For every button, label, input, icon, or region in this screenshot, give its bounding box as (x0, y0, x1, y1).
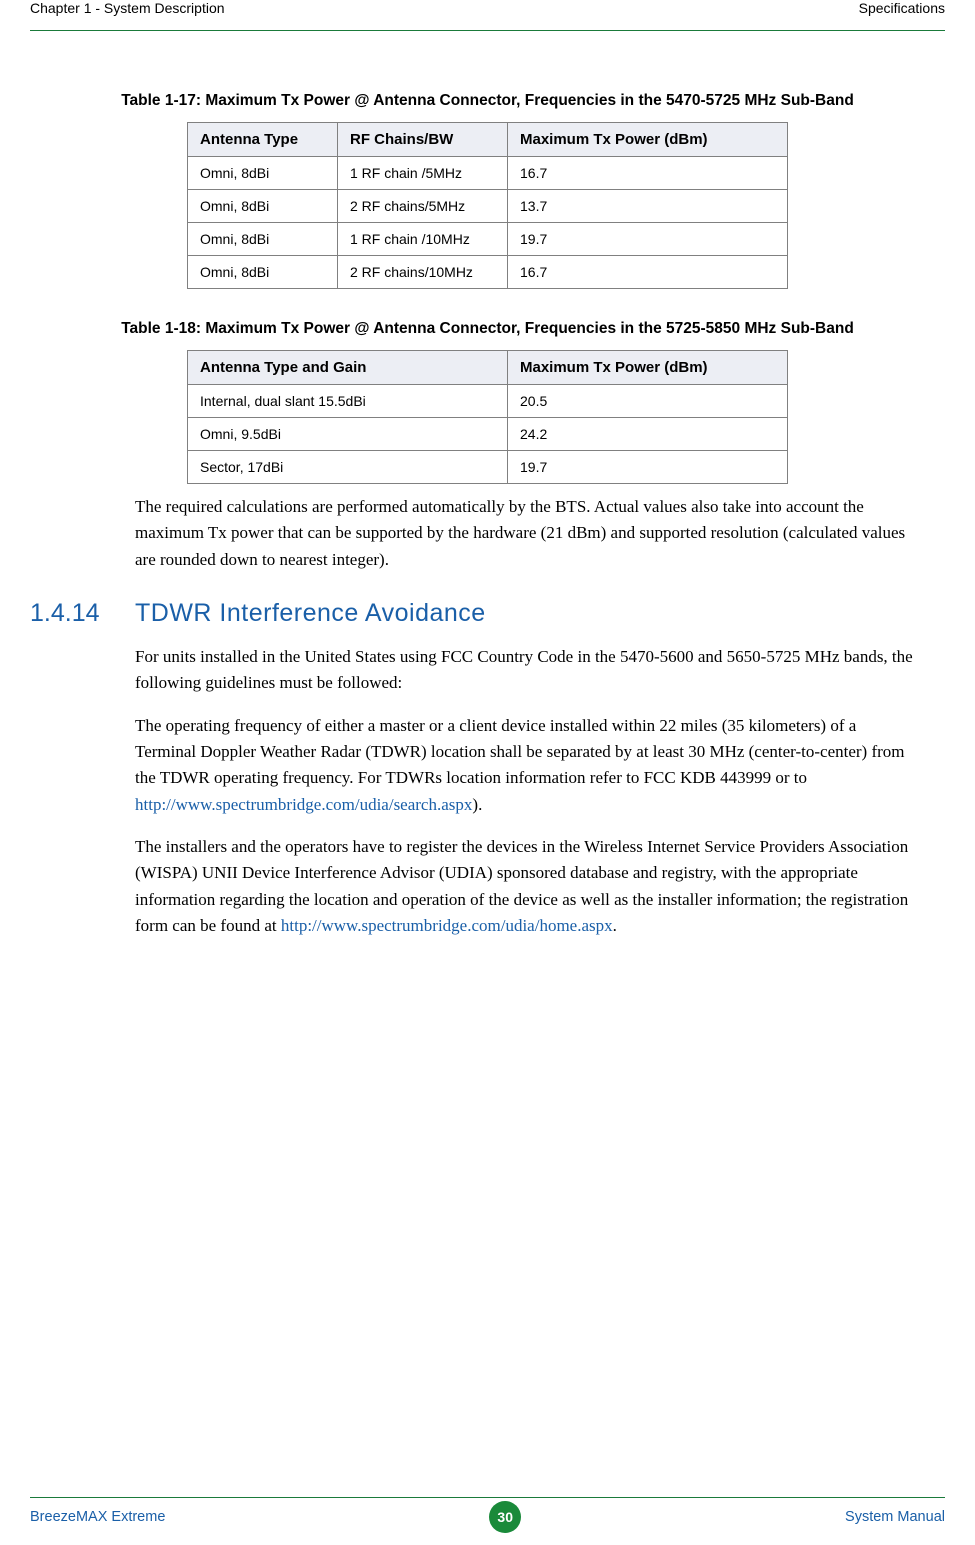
table-cell: 24.2 (508, 417, 788, 450)
table-cell: 19.7 (508, 222, 788, 255)
link-home[interactable]: http://www.spectrumbridge.com/udia/home.… (281, 916, 613, 935)
paragraph-calc: The required calculations are performed … (135, 494, 915, 573)
table-cell: Omni, 8dBi (188, 156, 338, 189)
table-row: Omni, 8dBi1 RF chain /10MHz19.7 (188, 222, 788, 255)
para3-text-a: The operating frequency of either a mast… (135, 716, 905, 788)
table-header: Antenna Type (188, 122, 338, 156)
table-cell: 1 RF chain /10MHz (338, 222, 508, 255)
header-chapter: Chapter 1 - System Description (30, 0, 225, 16)
table-cell: 13.7 (508, 189, 788, 222)
paragraph-intro: For units installed in the United States… (135, 644, 915, 697)
paragraph-register: The installers and the operators have to… (135, 834, 915, 939)
para3-text-b: ). (472, 795, 482, 814)
link-search[interactable]: http://www.spectrumbridge.com/udia/searc… (135, 795, 472, 814)
table-header: Antenna Type and Gain (188, 350, 508, 384)
table-cell: 1 RF chain /5MHz (338, 156, 508, 189)
para4-text-b: . (613, 916, 617, 935)
table-header: Maximum Tx Power (dBm) (508, 122, 788, 156)
table-cell: 2 RF chains/10MHz (338, 255, 508, 288)
section-title: TDWR Interference Avoidance (135, 599, 486, 628)
paragraph-tdwr-freq: The operating frequency of either a mast… (135, 713, 915, 818)
table-cell: 20.5 (508, 384, 788, 417)
section-number: 1.4.14 (30, 599, 135, 628)
table-row: Omni, 8dBi2 RF chains/5MHz13.7 (188, 189, 788, 222)
table-row: Internal, dual slant 15.5dBi20.5 (188, 384, 788, 417)
table-18-caption: Table 1-18: Maximum Tx Power @ Antenna C… (98, 319, 878, 340)
footer-product: BreezeMAX Extreme (30, 1509, 165, 1525)
table-header: RF Chains/BW (338, 122, 508, 156)
page-number-badge: 30 (489, 1501, 521, 1533)
table-cell: 16.7 (508, 255, 788, 288)
table-cell: Omni, 8dBi (188, 255, 338, 288)
table-cell: 2 RF chains/5MHz (338, 189, 508, 222)
table-cell: Internal, dual slant 15.5dBi (188, 384, 508, 417)
table-cell: Sector, 17dBi (188, 450, 508, 483)
table-row: Sector, 17dBi19.7 (188, 450, 788, 483)
table-17-caption: Table 1-17: Maximum Tx Power @ Antenna C… (98, 91, 878, 112)
table-cell: 19.7 (508, 450, 788, 483)
table-cell: Omni, 8dBi (188, 189, 338, 222)
header-section: Specifications (859, 0, 945, 16)
table-row: Omni, 8dBi2 RF chains/10MHz16.7 (188, 255, 788, 288)
footer-bar: BreezeMAX Extreme 30 System Manual (30, 1497, 945, 1535)
table-row: Omni, 9.5dBi24.2 (188, 417, 788, 450)
table-row: Omni, 8dBi1 RF chain /5MHz16.7 (188, 156, 788, 189)
table-17: Antenna TypeRF Chains/BWMaximum Tx Power… (187, 122, 788, 289)
table-18: Antenna Type and GainMaximum Tx Power (d… (187, 350, 788, 484)
table-header: Maximum Tx Power (dBm) (508, 350, 788, 384)
table-cell: Omni, 8dBi (188, 222, 338, 255)
table-cell: 16.7 (508, 156, 788, 189)
table-cell: Omni, 9.5dBi (188, 417, 508, 450)
footer-manual: System Manual (845, 1509, 945, 1525)
